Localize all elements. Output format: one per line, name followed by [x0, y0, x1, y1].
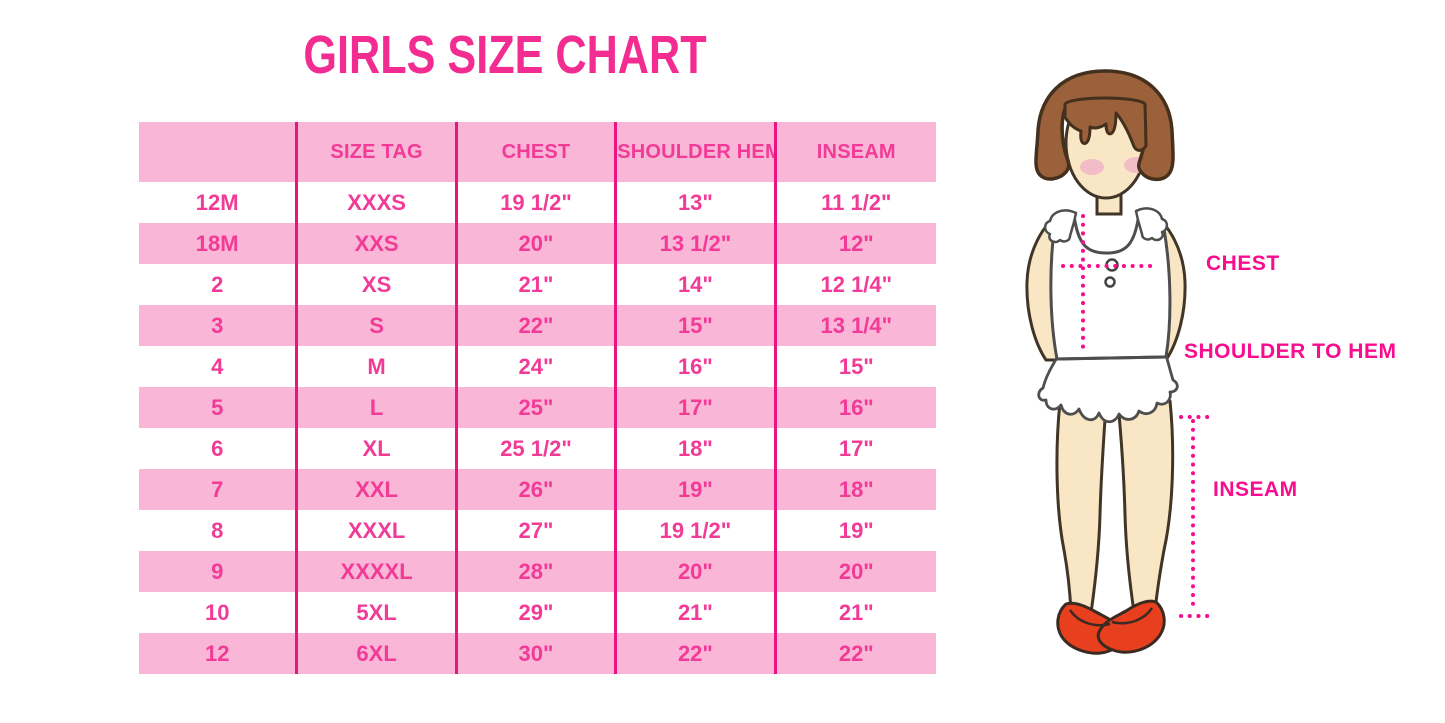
cell-shoulder-hem: 13 1/2"	[617, 223, 777, 264]
cell-shoulder-hem: 18"	[617, 428, 777, 469]
cell-size: 3	[139, 305, 299, 346]
cell-shoulder-hem: 16"	[617, 346, 777, 387]
table-header-row: SIZE TAG CHEST SHOULDER HEM INSEAM	[139, 122, 936, 182]
cell-chest: 20"	[458, 223, 618, 264]
cell-tag: XXL	[298, 469, 458, 510]
cell-size: 5	[139, 387, 299, 428]
cell-size: 2	[139, 264, 299, 305]
cell-inseam: 15"	[838, 354, 874, 379]
girl-top-button-2	[1104, 276, 1116, 288]
girl-leg-right	[1116, 399, 1175, 614]
table-row: 12M XXXS 19 1/2" 13" 11 1/2"	[139, 182, 936, 223]
cell-size: 18M	[139, 223, 299, 264]
cell-inseam: 18"	[838, 477, 874, 502]
cell-shoulder-hem: 19"	[617, 469, 777, 510]
table-row: 5 L 25" 17" 16"	[139, 387, 936, 428]
cell-chest: 24"	[458, 346, 618, 387]
cell-tag: XXXS	[298, 182, 458, 223]
girl-shoe-right-opening	[1111, 607, 1154, 625]
cell-inseam: 12 1/4"	[820, 272, 893, 297]
page-title: GIRLS SIZE CHART	[303, 25, 707, 85]
cell-tag: XS	[298, 264, 458, 305]
table-row: 7 XXL 26" 19" 18"	[139, 469, 936, 510]
table-row: 12 6XL 30" 22" 22"	[139, 633, 936, 674]
cell-inseam: 19"	[838, 518, 874, 543]
cell-chest: 28"	[458, 551, 618, 592]
cell-inseam: 20"	[838, 559, 874, 584]
cell-shoulder-hem: 13"	[617, 182, 777, 223]
cell-tag: XL	[298, 428, 458, 469]
cell-shoulder-hem: 20"	[617, 551, 777, 592]
cell-size: 12M	[139, 182, 299, 223]
girl-blush-left	[1080, 159, 1104, 175]
cell-tag: M	[298, 346, 458, 387]
table-row: 6 XL 25 1/2" 18" 17"	[139, 428, 936, 469]
table-body: 12M XXXS 19 1/2" 13" 11 1/2" 18M XXS 20"…	[139, 182, 936, 674]
cell-tag: 6XL	[298, 633, 458, 674]
cell-shoulder-hem: 22"	[617, 633, 777, 674]
header-cell-size	[139, 122, 299, 182]
cell-chest: 22"	[458, 305, 618, 346]
cell-shoulder-hem: 14"	[617, 264, 777, 305]
size-table: SIZE TAG CHEST SHOULDER HEM INSEAM 12M X…	[139, 122, 936, 674]
header-cell-size-tag: SIZE TAG	[298, 122, 458, 182]
cell-tag: S	[298, 305, 458, 346]
cell-inseam: 17"	[838, 436, 874, 461]
header-cell-inseam: INSEAM	[816, 141, 896, 163]
girl-top-frill-right	[1134, 207, 1169, 242]
cell-inseam: 13 1/4"	[820, 313, 893, 338]
cell-chest: 29"	[458, 592, 618, 633]
cell-size: 7	[139, 469, 299, 510]
cell-size: 8	[139, 510, 299, 551]
cell-size: 9	[139, 551, 299, 592]
cell-inseam: 12"	[838, 231, 874, 256]
girl-shoe-left-opening	[1068, 609, 1111, 627]
cell-shoulder-hem: 21"	[617, 592, 777, 633]
table-row: 2 XS 21" 14" 12 1/4"	[139, 264, 936, 305]
cell-inseam: 21"	[838, 600, 874, 625]
cell-tag: 5XL	[298, 592, 458, 633]
header-cell-chest: CHEST	[458, 122, 618, 182]
cell-chest: 25 1/2"	[458, 428, 618, 469]
cell-tag: XXS	[298, 223, 458, 264]
cell-size: 6	[139, 428, 299, 469]
cell-shoulder-hem: 15"	[617, 305, 777, 346]
cell-tag: L	[298, 387, 458, 428]
girl-bangs	[1063, 96, 1148, 152]
girl-top-hem-line	[1056, 355, 1167, 361]
table-row: 9 XXXXL 28" 20" 20"	[139, 551, 936, 592]
table-row: 8 XXXL 27" 19 1/2" 19"	[139, 510, 936, 551]
girl-leg-left	[1055, 400, 1108, 615]
cell-size: 4	[139, 346, 299, 387]
cell-chest: 26"	[458, 469, 618, 510]
cell-size: 12	[139, 633, 299, 674]
girl-top-frill-left	[1043, 209, 1078, 244]
inseam-label: INSEAM	[1213, 478, 1298, 501]
cell-tag: XXXL	[298, 510, 458, 551]
cell-inseam: 16"	[838, 395, 874, 420]
table-row: 3 S 22" 15" 13 1/4"	[139, 305, 936, 346]
girl-figure-illustration	[1025, 69, 1213, 655]
cell-chest: 27"	[458, 510, 618, 551]
cell-shoulder-hem: 17"	[617, 387, 777, 428]
cell-chest: 30"	[458, 633, 618, 674]
table-row: 18M XXS 20" 13 1/2" 12"	[139, 223, 936, 264]
cell-chest: 19 1/2"	[458, 182, 618, 223]
cell-tag: XXXXL	[298, 551, 458, 592]
header-cell-shoulder-hem: SHOULDER HEM	[617, 122, 777, 182]
chest-label: CHEST	[1206, 252, 1280, 275]
cell-chest: 21"	[458, 264, 618, 305]
cell-size: 10	[139, 592, 299, 633]
girl-shoe-right	[1096, 599, 1166, 654]
cell-chest: 25"	[458, 387, 618, 428]
cell-inseam: 11 1/2"	[821, 190, 892, 215]
cell-shoulder-hem: 19 1/2"	[617, 510, 777, 551]
shoulder-to-hem-label: SHOULDER TO HEM	[1184, 340, 1397, 363]
girl-skirt	[1037, 353, 1179, 424]
cell-inseam: 22"	[838, 641, 874, 666]
table-row: 4 M 24" 16" 15"	[139, 346, 936, 387]
table-row: 10 5XL 29" 21" 21"	[139, 592, 936, 633]
